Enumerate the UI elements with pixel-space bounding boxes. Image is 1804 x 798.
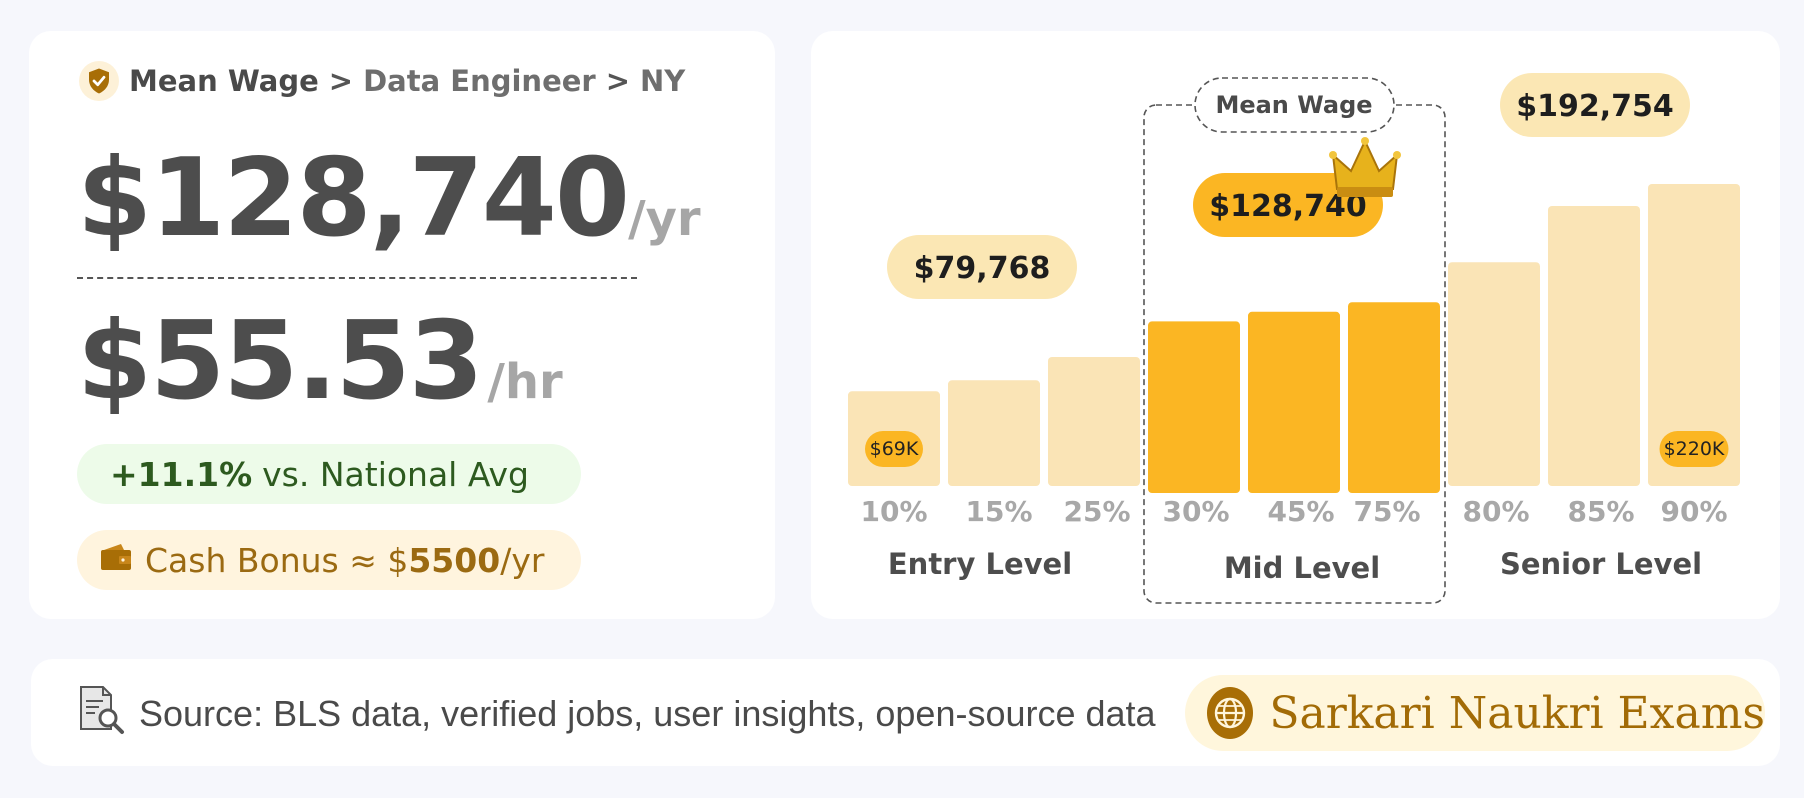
group-label: Entry Level (888, 547, 1072, 581)
national-compare-pct: +11.1% (110, 454, 253, 494)
group-value-label: $79,768 (914, 251, 1051, 286)
annual-wage-unit: /yr (628, 191, 701, 247)
breadcrumb: Mean Wage > Data Engineer > NY (79, 61, 685, 101)
divider (77, 277, 637, 279)
tick-label: 85% (1567, 495, 1634, 528)
brand-name: Sarkari Naukri Exams (1269, 687, 1765, 739)
wage-summary-card: Mean Wage > Data Engineer > NY $128,740/… (29, 31, 775, 619)
bar-45pct (1248, 311, 1340, 493)
group-value-bubble (887, 235, 1077, 299)
bar-85pct (1548, 205, 1640, 487)
annual-wage: $128,740/yr (77, 136, 701, 261)
annual-wage-value: $128,740 (77, 136, 630, 261)
tick-label: 45% (1267, 495, 1334, 528)
group-label: Mid Level (1224, 551, 1380, 585)
tick-label: 10% (860, 495, 927, 528)
mean-wage-tag: Mean Wage (1215, 91, 1372, 119)
shield-check-icon (79, 61, 119, 101)
hourly-wage-value: $55.53 (77, 299, 484, 424)
percentile-chart-card: Mean Wage $69K $220K $79,768 $128,740 $192,… (811, 31, 1780, 619)
percentile-bar-chart: Mean Wage $69K $220K $79,768$128,740$192,… (848, 73, 1740, 604)
globe-icon (1207, 687, 1254, 739)
document-search-icon (75, 683, 127, 744)
group-value-label: $192,754 (1516, 89, 1674, 124)
bar-90pct (1648, 184, 1740, 486)
bar-25pct (1048, 356, 1140, 486)
cash-bonus-badge: Cash Bonus ≈ $5500/yr (77, 530, 581, 590)
bar-15pct (948, 380, 1040, 486)
brand-badge[interactable]: Sarkari Naukri Exams (1185, 675, 1765, 751)
cash-bonus-text: Cash Bonus ≈ $5500/yr (145, 540, 545, 580)
source-note: Source: BLS data, verified jobs, user in… (75, 683, 1156, 744)
breadcrumb-item-location[interactable]: NY (640, 64, 686, 98)
tick-label: 80% (1462, 495, 1529, 528)
group-value-bubble (1193, 173, 1383, 237)
wallet-icon (99, 541, 133, 580)
group-label: Senior Level (1500, 547, 1702, 581)
tick-label: 75% (1353, 495, 1420, 528)
bar-value-badge (865, 431, 923, 467)
tick-label: 90% (1660, 495, 1727, 528)
crown-icon (1329, 137, 1401, 197)
source-text: Source: BLS data, verified jobs, user in… (139, 692, 1156, 734)
national-compare-badge: +11.1% vs. National Avg (77, 444, 581, 504)
bar-75pct (1348, 302, 1440, 493)
tick-label: 30% (1162, 495, 1229, 528)
group-value-bubble (1500, 73, 1690, 137)
bar-30pct (1148, 321, 1240, 493)
national-compare-text: vs. National Avg (262, 454, 529, 494)
mid-level-frame (1143, 104, 1446, 604)
bar-value-label: $220K (1664, 438, 1725, 460)
hourly-wage: $55.53 /hr (77, 299, 563, 424)
bar-value-label: $69K (870, 438, 919, 460)
breadcrumb-separator: > (328, 64, 354, 98)
tick-label: 25% (1063, 495, 1130, 528)
tick-label: 15% (965, 495, 1032, 528)
breadcrumb-item-job[interactable]: Data Engineer (363, 64, 596, 98)
hourly-wage-unit: /hr (487, 354, 563, 410)
breadcrumb-separator: > (605, 64, 631, 98)
bar-value-badge (1659, 431, 1729, 467)
mean-wage-tag-frame (1194, 77, 1395, 133)
breadcrumb-item-mean-wage[interactable]: Mean Wage (129, 64, 319, 98)
footer-card: Source: BLS data, verified jobs, user in… (31, 659, 1780, 766)
bar-80pct (1448, 262, 1540, 486)
